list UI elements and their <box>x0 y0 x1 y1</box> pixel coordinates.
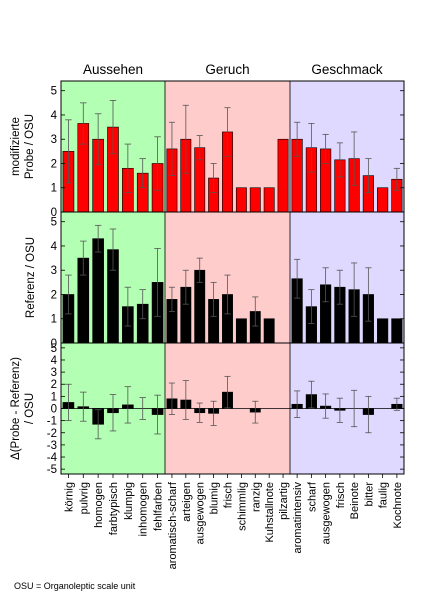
panel-2-ylabel: / OSU <box>24 393 36 424</box>
panel-2-ytick-label: 0 <box>51 404 57 416</box>
category-label-18: ausgewogen <box>321 482 333 544</box>
panel-2-ytick-label: 3 <box>51 367 57 379</box>
category-label-23: Kochnote <box>392 482 404 528</box>
panel-2-ytick-label: -2 <box>47 428 57 440</box>
panel-2-ytick-label: -5 <box>47 464 57 476</box>
category-label-1: pulvrig <box>78 482 90 514</box>
category-label-3: farbtypisch <box>108 482 120 535</box>
category-label-4: klumpig <box>123 482 135 520</box>
panel-1-bar-14 <box>263 318 275 344</box>
panel-0-ytick-label: 3 <box>51 134 57 146</box>
group-title-0: Aussehen <box>83 62 143 77</box>
panel-0-ytick-label: 0 <box>51 207 57 219</box>
category-label-21: bitter <box>363 482 375 507</box>
panel-2-ytick-label: 1 <box>51 391 57 403</box>
panel-1-bar-23 <box>391 318 403 344</box>
category-label-13: ranzig <box>250 482 262 512</box>
panel-2-ytick-label: -3 <box>47 440 57 452</box>
panel-1-bar-2 <box>92 238 104 344</box>
panel-0-ylabel: modifizierte <box>10 117 22 176</box>
panel-2-ytick-label: 5 <box>51 343 57 355</box>
panel-2-ylabel: Δ(Probe - Referenz) <box>10 357 22 460</box>
panel-0-ytick-label: 5 <box>51 86 57 98</box>
panel-0-ytick-label: 1 <box>51 183 57 195</box>
panel-0-bar-12 <box>235 187 247 213</box>
panel-1-bar-12 <box>235 318 247 344</box>
category-label-22: faulig <box>378 482 390 508</box>
panel-1-ytick-label: 0 <box>51 338 57 350</box>
panel-0-ylabel: Probe / OSU <box>24 114 36 179</box>
category-label-15: pilzartig <box>278 482 290 520</box>
panel-0-bar-15 <box>277 138 289 213</box>
panel-2-ytick-label: -1 <box>47 416 57 428</box>
category-label-19: frisch <box>335 482 347 508</box>
panel-1-ytick-label: 3 <box>51 265 57 277</box>
panel-0-bar-22 <box>377 187 389 213</box>
category-label-11: frisch <box>223 482 235 508</box>
category-label-0: körnig <box>63 482 75 512</box>
panel-1-bar-22 <box>377 318 389 344</box>
category-label-16: aromatintensiv <box>292 482 304 554</box>
panel-2-ytick-label: 2 <box>51 379 57 391</box>
panel-0-ytick-label: 4 <box>51 110 58 122</box>
category-label-12: schimmlig <box>236 482 248 531</box>
panel-2-ytick-label: 4 <box>51 355 58 367</box>
category-label-6: fehlfarben <box>153 482 165 531</box>
footnote: OSU = Organoleptic scale unit <box>14 581 136 591</box>
panel-1-ytick-label: 4 <box>51 241 58 253</box>
category-label-10: blumig <box>209 482 221 514</box>
panel-1-ytick-label: 2 <box>51 289 57 301</box>
category-label-9: ausgewogen <box>195 482 207 544</box>
category-label-8: arteigen <box>181 482 193 522</box>
panel-1-ytick-label: 5 <box>51 217 57 229</box>
panel-0-bar-13 <box>249 187 261 213</box>
group-title-1: Geruch <box>205 62 249 77</box>
group-title-2: Geschmack <box>311 62 383 77</box>
category-label-17: scharf <box>306 481 318 512</box>
panel-2-ytick-label: -4 <box>47 452 58 464</box>
category-label-5: inhomogen <box>138 482 150 536</box>
panel-0-bar-14 <box>263 187 275 213</box>
category-label-7: aromatisch-scharf <box>167 481 179 569</box>
category-label-2: homogen <box>93 482 105 528</box>
panel-1-ylabel: Referenz / OSU <box>25 237 37 318</box>
panel-1-ytick-label: 1 <box>51 314 57 326</box>
panel-0-ytick-label: 2 <box>51 158 57 170</box>
category-label-20: Beinote <box>349 482 361 519</box>
category-label-14: Kuhstallnote <box>264 482 276 543</box>
